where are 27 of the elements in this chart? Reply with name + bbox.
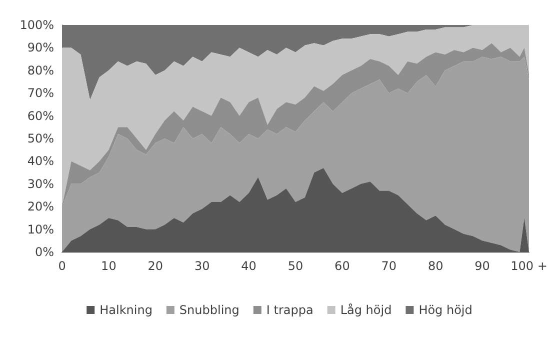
legend-label: I trappa (266, 303, 314, 317)
y-tick-label: 50% (27, 132, 54, 146)
legend-label: Hög höjd (418, 303, 472, 317)
y-tick-label: 100% (20, 18, 54, 32)
y-tick-label: 0% (34, 245, 54, 259)
x-tick-label: 80 (428, 259, 444, 273)
legend-label: Snubbling (179, 303, 240, 317)
x-tick-label: 70 (381, 259, 397, 273)
y-tick-label: 70% (27, 86, 54, 100)
y-tick-label: 60% (27, 108, 54, 123)
x-tick-label: 50 (288, 259, 304, 273)
y-tick-label: 10% (27, 222, 54, 236)
x-tick-label: 0 (58, 259, 66, 273)
y-tick-label: 20% (27, 200, 54, 214)
y-tick-label: 80% (27, 63, 54, 78)
x-tick-label: 10 (101, 259, 116, 273)
y-tick-label: 40% (27, 154, 54, 168)
legend-label: Låg höjd (340, 303, 392, 317)
x-tick-label: 60 (334, 259, 350, 273)
x-tick-label: 40 (241, 259, 256, 273)
x-tick-label: 20 (148, 259, 164, 273)
y-tick-label: 90% (27, 40, 54, 55)
x-tick-label: 30 (194, 259, 210, 273)
y-tick-label: 30% (27, 176, 54, 191)
x-tick-label: 100 + (510, 259, 548, 273)
x-tick-label: 90 (474, 259, 490, 273)
legend-label: Halkning (100, 303, 152, 317)
